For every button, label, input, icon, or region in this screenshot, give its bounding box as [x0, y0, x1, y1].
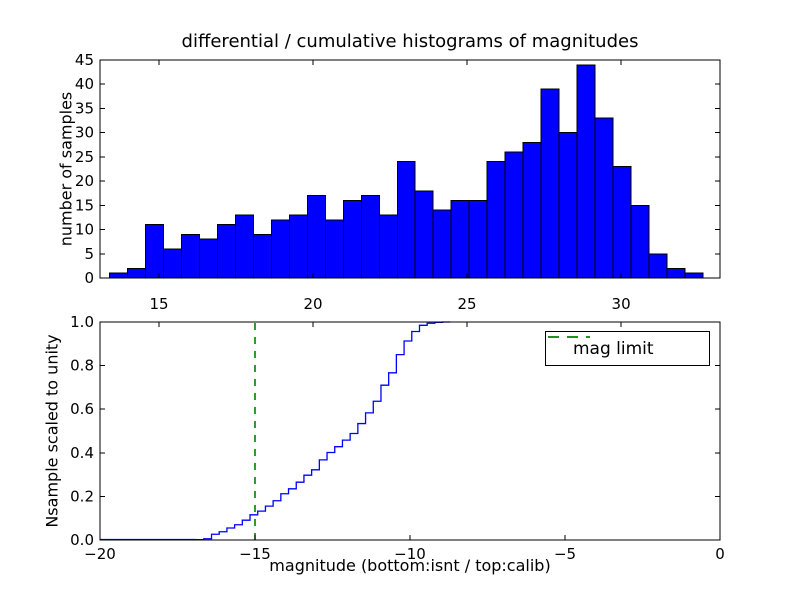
bottom-x-tick-label: −5 [554, 545, 576, 563]
histogram-bar [648, 253, 668, 279]
histogram-bar [486, 161, 506, 279]
top-y-axis-label: number of samples [56, 91, 76, 247]
top-y-tick-label: 10 [75, 221, 94, 239]
top-y-tick-label: 35 [75, 99, 94, 117]
bottom-x-tick-label: −10 [394, 545, 426, 563]
bottom-y-tick-label: 0.0 [70, 531, 94, 549]
histogram-bar [432, 209, 452, 279]
top-axes-frame [99, 59, 721, 279]
histogram-bar [306, 195, 326, 279]
top-y-tick-label: 40 [75, 75, 94, 93]
histogram-bar [109, 272, 129, 279]
histogram-bar [324, 219, 344, 279]
bottom-x-tick-label: 0 [715, 545, 725, 563]
histogram-bar [594, 117, 614, 279]
histogram-bar [378, 214, 398, 279]
top-y-tick-label: 15 [75, 196, 94, 214]
histogram-bar [504, 151, 524, 279]
histogram-bar [396, 161, 416, 279]
top-y-tick-label: 0 [84, 269, 94, 287]
histogram-bar [612, 166, 632, 279]
histogram-bar [576, 64, 596, 279]
histogram-bar [270, 219, 290, 279]
top-y-tick-label: 5 [84, 245, 94, 263]
top-y-tick-label: 30 [75, 124, 94, 142]
histogram-bar [252, 233, 272, 279]
histogram-bar [181, 233, 201, 279]
bottom-x-tick-label: −20 [84, 545, 116, 563]
histogram-bar [342, 199, 362, 279]
calib-x-tick-label: 30 [612, 295, 631, 313]
cumulative-step-curve [100, 321, 451, 541]
calib-x-tick-label: 20 [303, 295, 322, 313]
histogram-bar [127, 267, 147, 279]
figure-title: differential / cumulative histograms of … [181, 31, 639, 52]
bottom-y-axis-label: Nsample scaled to unity [42, 334, 62, 528]
histogram-bar [468, 199, 488, 279]
top-y-tick-label: 20 [75, 172, 94, 190]
bottom-y-tick-label: 0.2 [70, 487, 94, 505]
histogram-bar [558, 132, 578, 279]
histogram-bar [540, 88, 560, 279]
histogram-bar [450, 199, 470, 279]
histogram-bar [163, 248, 183, 279]
legend-label: mag limit [573, 338, 654, 359]
histogram-bar [630, 204, 650, 279]
bottom-y-tick-label: 1.0 [70, 313, 94, 331]
histogram-bar [288, 214, 308, 279]
histogram-bar [414, 190, 434, 279]
histogram-bar [666, 267, 686, 279]
histogram-bar [360, 195, 380, 279]
histogram-bar [145, 224, 165, 279]
histogram-bar [235, 214, 254, 279]
histogram-bar [199, 238, 219, 279]
histogram-bar [684, 272, 704, 279]
x-axis-label: magnitude (bottom:isnt / top:calib) [269, 556, 551, 575]
histogram-bar [522, 141, 542, 279]
bottom-x-tick-label: −15 [239, 545, 271, 563]
bottom-y-tick-label: 0.4 [70, 444, 94, 462]
bottom-y-tick-label: 0.6 [70, 400, 94, 418]
top-y-tick-label: 25 [75, 148, 94, 166]
histogram-bar [217, 224, 237, 279]
calib-x-tick-label: 25 [458, 295, 477, 313]
legend-box: mag limit [545, 331, 710, 366]
calib-x-tick-label: 15 [149, 295, 168, 313]
legend-dashed-line-icon [548, 336, 590, 338]
top-y-tick-label: 45 [75, 51, 94, 69]
bottom-y-tick-label: 0.8 [70, 357, 94, 375]
